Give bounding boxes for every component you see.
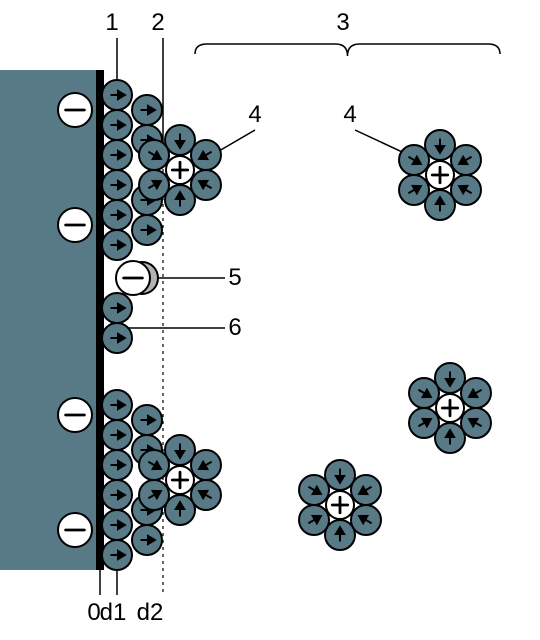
electrode-slab	[0, 70, 100, 570]
cation-core	[166, 466, 194, 494]
solvation-water	[165, 495, 195, 525]
solvation-water	[191, 480, 221, 510]
diagram-label: 3	[336, 9, 349, 36]
adsorbed-water-layer1	[102, 110, 132, 140]
solvation-water	[409, 378, 439, 408]
solvation-water	[139, 140, 169, 170]
cation-core	[436, 394, 464, 422]
solvated-cation	[409, 363, 491, 453]
surface-anion	[58, 513, 92, 547]
solvation-water	[435, 363, 465, 393]
diagram-label: 2	[151, 9, 164, 36]
solvation-water	[325, 520, 355, 550]
solvation-water	[191, 140, 221, 170]
diagram-label: 4	[248, 101, 261, 128]
solvation-water	[351, 505, 381, 535]
diagram-label: 4	[343, 101, 356, 128]
solvation-water	[165, 435, 195, 465]
adsorbed-anion-core	[116, 261, 150, 295]
surface-anion	[58, 398, 92, 432]
solvation-water	[299, 475, 329, 505]
adsorbed-water-layer1	[102, 200, 132, 230]
solvated-cation	[399, 130, 481, 220]
diagram-label: 6	[228, 314, 241, 341]
solvation-water	[425, 190, 455, 220]
cation-core	[326, 491, 354, 519]
adsorbed-water-layer2	[132, 215, 162, 245]
diagram-canvas: 12344560d1d2	[0, 0, 540, 640]
adsorbed-water-layer1	[102, 450, 132, 480]
diagram-label: d1	[100, 599, 127, 626]
solvation-water	[165, 185, 195, 215]
solvation-water	[165, 125, 195, 155]
adsorbed-water-layer1	[102, 540, 132, 570]
cation-core	[426, 161, 454, 189]
solvation-water	[139, 170, 169, 200]
cation-core	[166, 156, 194, 184]
surface-anion	[58, 93, 92, 127]
adsorbed-water-layer1	[102, 170, 132, 200]
solvation-water	[399, 145, 429, 175]
solvation-water	[461, 378, 491, 408]
adsorbed-water-layer1	[102, 420, 132, 450]
brace-region-3	[195, 44, 500, 56]
solvation-water	[451, 175, 481, 205]
adsorbed-water-layer2	[132, 95, 162, 125]
solvation-water	[139, 480, 169, 510]
diagram-label: 5	[228, 264, 241, 291]
adsorbed-water-layer1	[102, 510, 132, 540]
solvated-cation	[299, 460, 381, 550]
adsorbed-water-layer2	[132, 525, 162, 555]
solvation-water	[299, 505, 329, 535]
solvation-water	[461, 408, 491, 438]
solvation-water	[191, 450, 221, 480]
adsorbed-water-layer1	[102, 480, 132, 510]
solvation-water	[451, 145, 481, 175]
diagram-label: 1	[105, 9, 118, 36]
adsorbed-water-layer1	[102, 80, 132, 110]
adsorbed-water-layer1	[102, 293, 132, 323]
surface-anion	[58, 208, 92, 242]
solvation-water	[425, 130, 455, 160]
diagram-label: d2	[137, 599, 164, 626]
solvation-water	[409, 408, 439, 438]
adsorbed-water-layer2	[132, 405, 162, 435]
specifically-adsorbed-anion	[116, 261, 158, 295]
solvation-water	[351, 475, 381, 505]
adsorbed-water-layer1	[102, 390, 132, 420]
solvation-water	[435, 423, 465, 453]
adsorbed-water-layer1	[102, 230, 132, 260]
solvation-water	[325, 460, 355, 490]
adsorbed-water-layer1	[102, 323, 132, 353]
solvation-water	[191, 170, 221, 200]
solvation-water	[399, 175, 429, 205]
solvation-water	[139, 450, 169, 480]
adsorbed-water-layer1	[102, 140, 132, 170]
